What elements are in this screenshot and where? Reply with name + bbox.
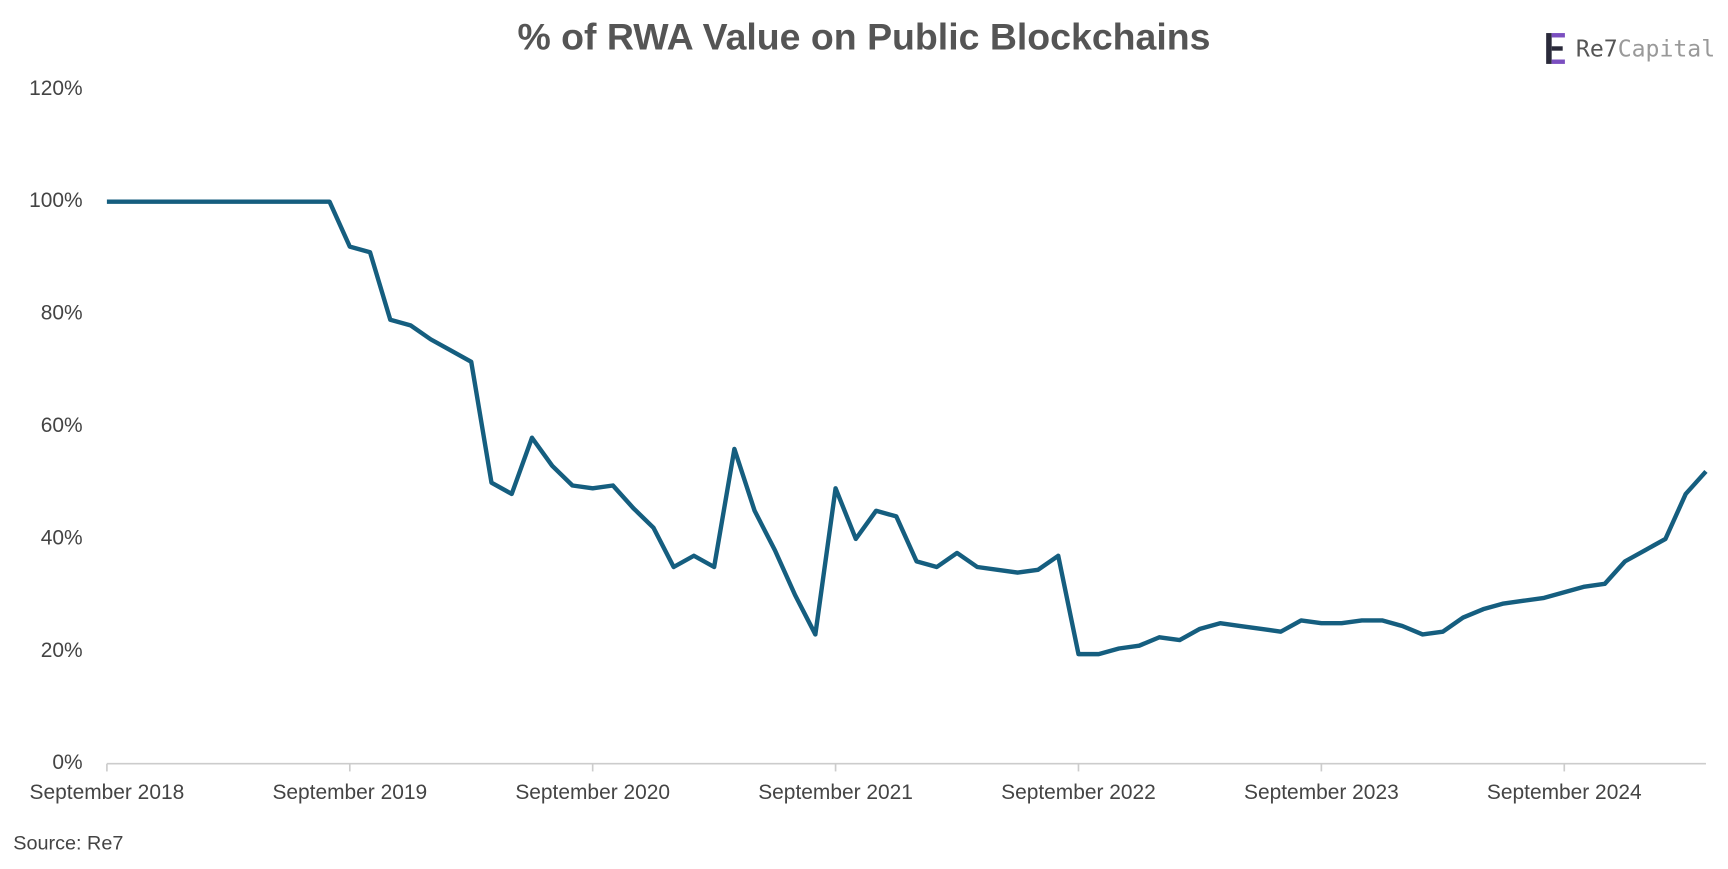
source-note: Source: Re7 — [13, 832, 123, 854]
x-tick-label: September 2022 — [1001, 781, 1156, 804]
x-tick-label: September 2021 — [758, 781, 913, 804]
x-tick-label: September 2023 — [1244, 781, 1399, 804]
x-tick-label: September 2018 — [30, 781, 185, 804]
logo-icon — [1546, 33, 1552, 64]
chart-title: % of RWA Value on Public Blockchains — [517, 16, 1210, 58]
logo-text-capital: Capital — [1618, 36, 1715, 62]
logo: Re7Capital — [1546, 33, 1715, 64]
y-tick-label: 20% — [41, 639, 83, 662]
y-tick-label: 120% — [29, 77, 83, 100]
logo-text: Re7Capital — [1576, 36, 1715, 62]
y-tick-label: 0% — [52, 751, 82, 774]
data-line — [106, 199, 1708, 657]
x-tick-label: September 2019 — [272, 781, 427, 804]
logo-icon — [1551, 59, 1565, 64]
logo-icon — [1551, 33, 1565, 38]
y-tick-label: 100% — [29, 189, 83, 212]
x-tick-label: September 2020 — [515, 781, 670, 804]
x-tick-label: September 2024 — [1487, 781, 1642, 804]
y-tick-label: 80% — [41, 302, 83, 325]
logo-text-re7: Re7 — [1576, 36, 1618, 62]
logo-icon — [1551, 46, 1563, 51]
y-tick-label: 40% — [41, 526, 83, 549]
y-tick-label: 60% — [41, 414, 83, 437]
